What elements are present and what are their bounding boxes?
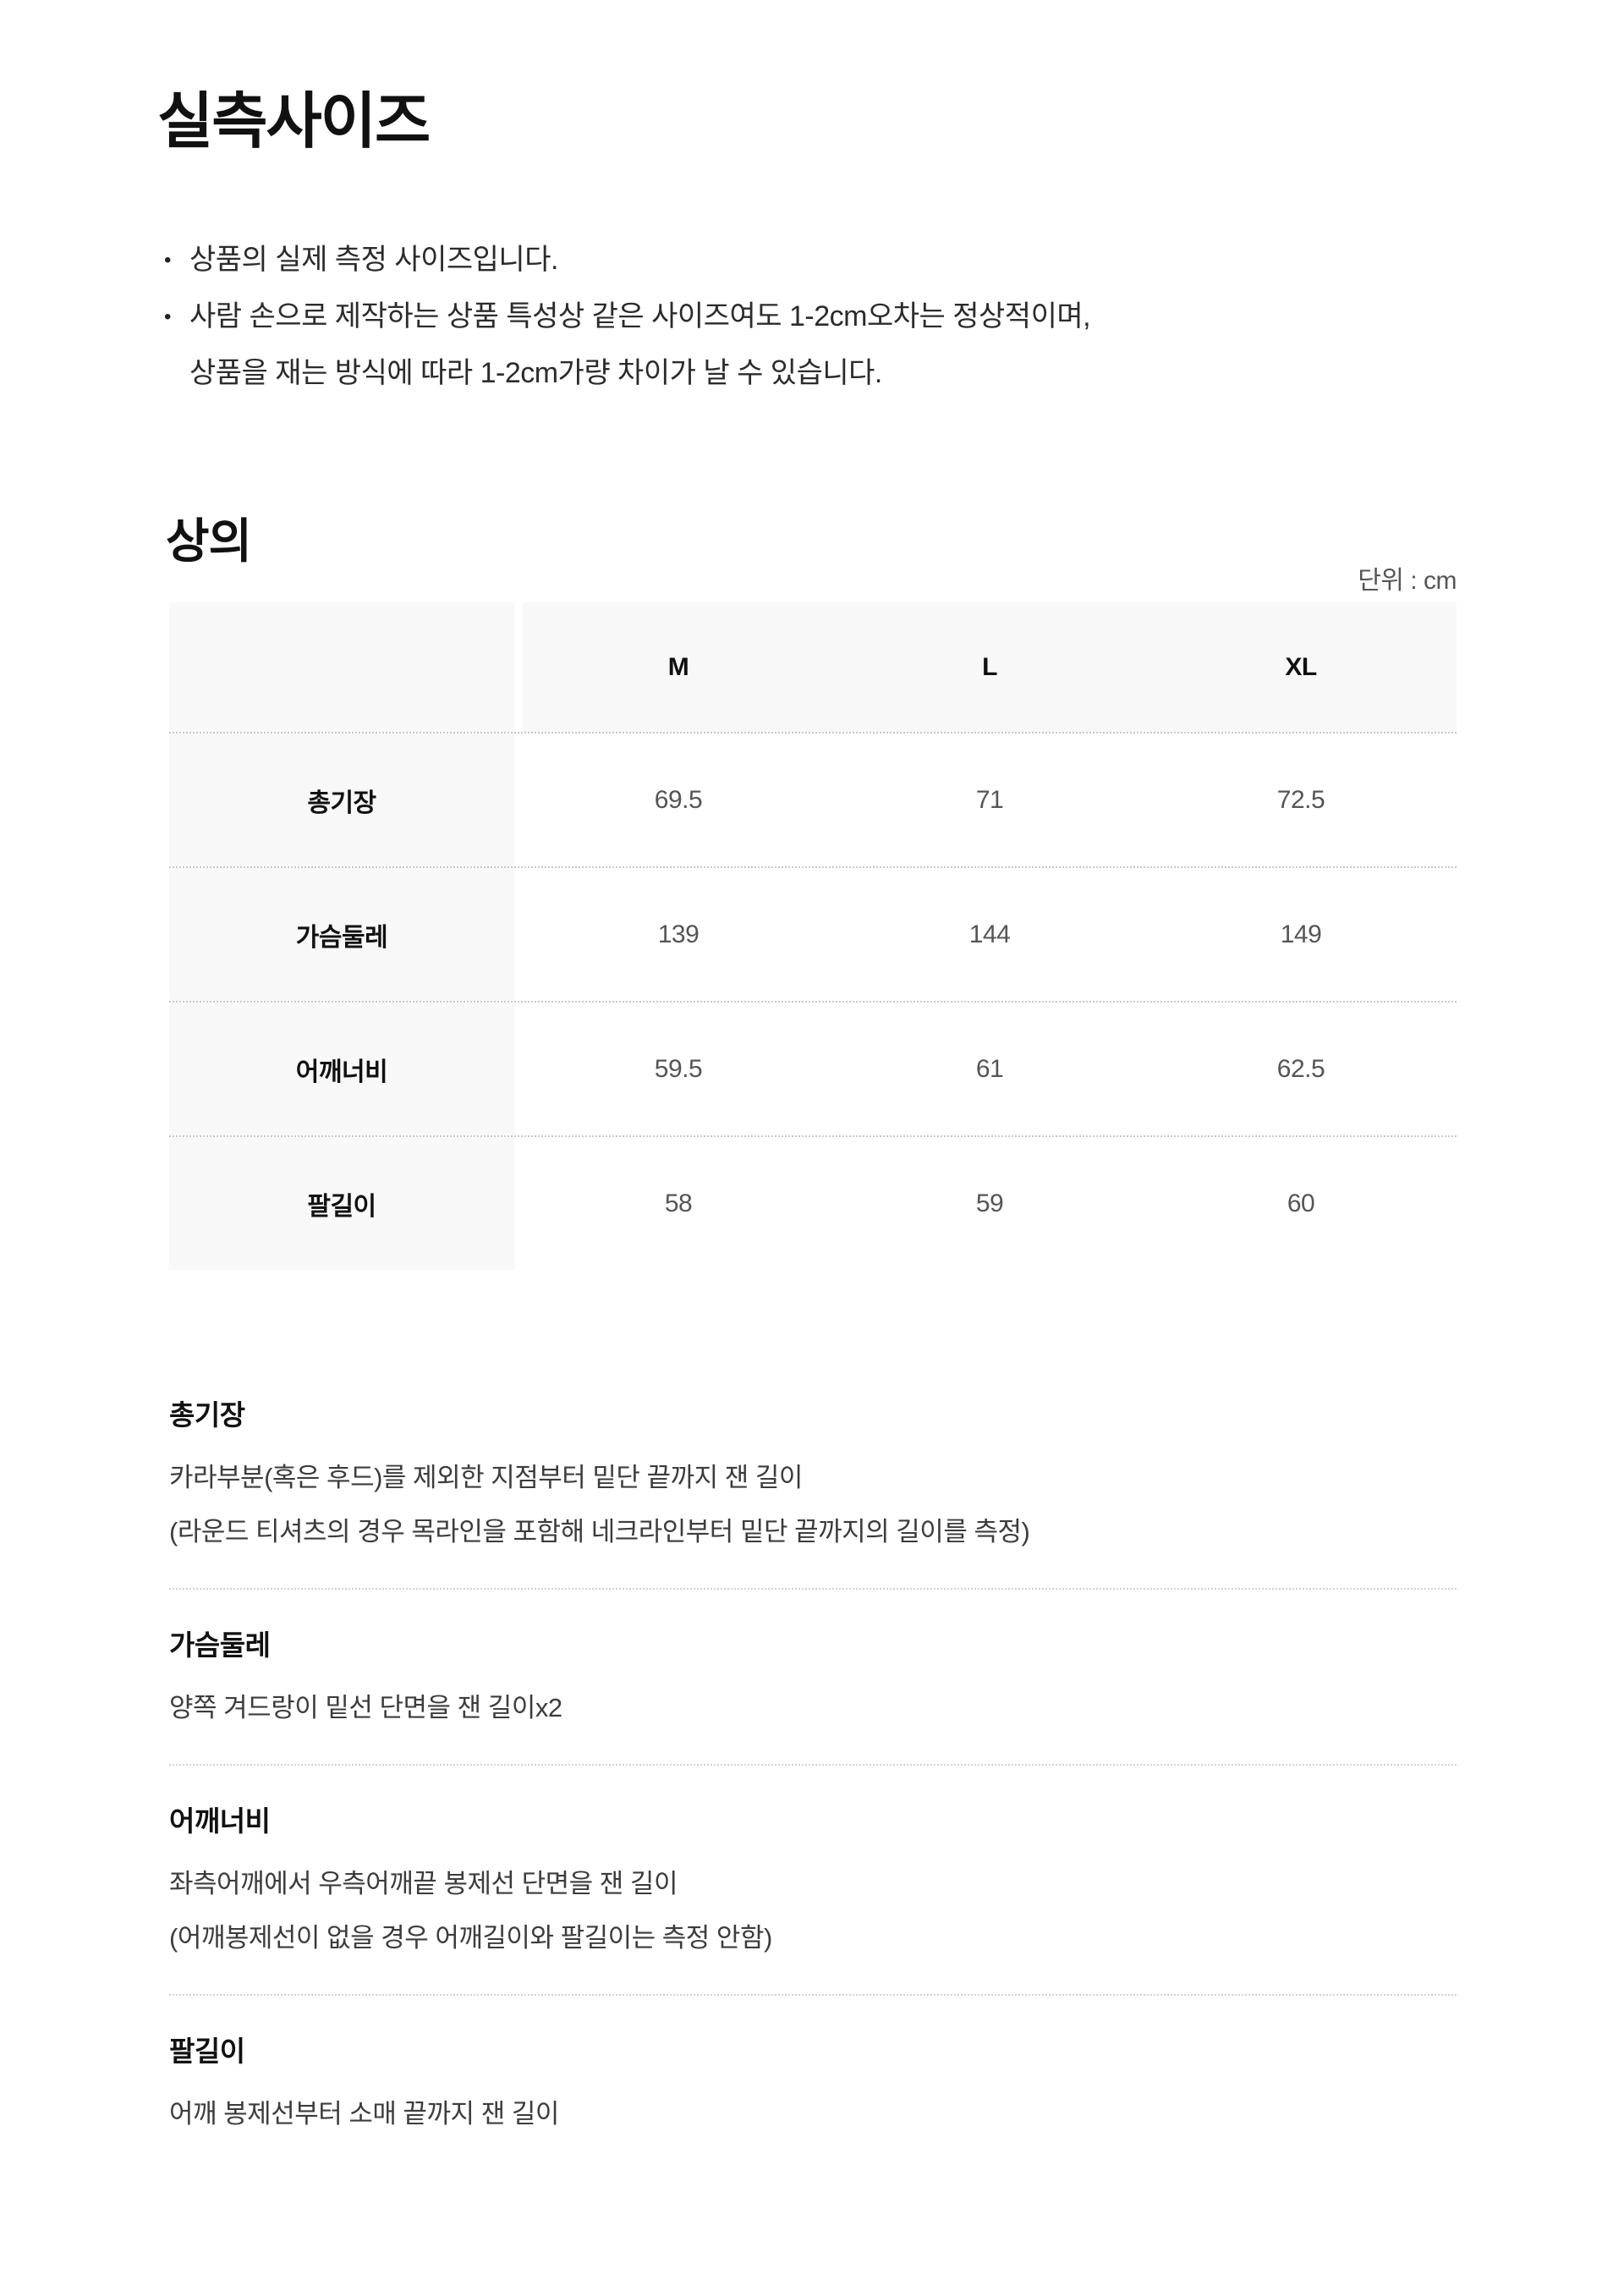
- notice-item: • 상품의 실제 측정 사이즈입니다.: [161, 232, 1624, 288]
- unit-label: 단위 : cm: [1358, 567, 1457, 595]
- definition-term: 팔길이: [169, 2036, 245, 2067]
- notice-item: • 사람 손으로 제작하는 상품 특성상 같은 사이즈여도 1-2cm오차는 정…: [161, 288, 1624, 402]
- measurement-definitions: 총기장 카라부분(혹은 후드)를 제외한 지점부터 밑단 끝까지 잰 길이 (라…: [169, 1398, 1457, 2170]
- notice-text: 상품의 실제 측정 사이즈입니다.: [189, 244, 558, 276]
- size-value: 59: [834, 1137, 1145, 1270]
- size-value: 139: [523, 868, 834, 1001]
- column-header-xl: XL: [1145, 602, 1457, 732]
- table-row: 가슴둘레 139 144 149: [169, 866, 1457, 1001]
- size-value: 60: [1145, 1137, 1457, 1270]
- size-value: 59.5: [523, 1003, 834, 1135]
- size-value: 144: [834, 868, 1145, 1001]
- size-value: 72.5: [1145, 733, 1457, 866]
- column-gap: [514, 868, 523, 1001]
- row-label: 팔길이: [169, 1137, 514, 1270]
- notice-text: 상품을 재는 방식에 따라 1-2cm가량 차이가 날 수 있습니다.: [189, 357, 882, 389]
- definition-section: 가슴둘레 양쪽 겨드랑이 밑선 단면을 잰 길이x2: [169, 1588, 1457, 1764]
- size-info-page: 실측사이즈 • 상품의 실제 측정 사이즈입니다. • 사람 손으로 제작하는 …: [0, 91, 1624, 2170]
- definition-section: 팔길이 어깨 봉제선부터 소매 끝까지 잰 길이: [169, 1994, 1457, 2170]
- definition-section: 총기장 카라부분(혹은 후드)를 제외한 지점부터 밑단 끝까지 잰 길이 (라…: [169, 1398, 1457, 1588]
- definition-text: 좌측어깨에서 우측어깨끝 봉제선 단면을 잰 길이: [169, 1869, 678, 1898]
- column-header-m: M: [523, 602, 834, 732]
- corner-cell: [169, 602, 514, 732]
- definition-text: 양쪽 겨드랑이 밑선 단면을 잰 길이x2: [169, 1693, 562, 1722]
- size-value: 58: [523, 1137, 834, 1270]
- row-label: 어깨너비: [169, 1003, 514, 1135]
- size-value: 71: [834, 733, 1145, 866]
- definition-text: 카라부분(혹은 후드)를 제외한 지점부터 밑단 끝까지 잰 길이: [169, 1463, 803, 1492]
- bullet-icon: •: [164, 249, 171, 272]
- size-value: 62.5: [1145, 1003, 1457, 1135]
- definition-text: (어깨봉제선이 없을 경우 어깨길이와 팔길이는 측정 안함): [169, 1923, 772, 1953]
- definition-section: 어깨너비 좌측어깨에서 우측어깨끝 봉제선 단면을 잰 길이 (어깨봉제선이 없…: [169, 1764, 1457, 1994]
- row-label: 총기장: [169, 733, 514, 866]
- bullet-icon: •: [164, 305, 171, 328]
- size-value: 149: [1145, 868, 1457, 1001]
- table-row: 총기장 69.5 71 72.5: [169, 732, 1457, 866]
- garment-section-title: 상의: [166, 514, 252, 568]
- definition-term: 가슴둘레: [169, 1629, 271, 1661]
- page-title: 실측사이즈: [157, 88, 431, 156]
- definition-term: 총기장: [169, 1399, 245, 1431]
- size-value: 69.5: [523, 733, 834, 866]
- definition-text: (라운드 티셔츠의 경우 목라인을 포함해 네크라인부터 밑단 끝까지의 길이를…: [169, 1517, 1030, 1547]
- definition-text: 어깨 봉제선부터 소매 끝까지 잰 길이: [169, 2099, 559, 2129]
- row-label: 가슴둘레: [169, 868, 514, 1001]
- column-gap: [514, 733, 523, 866]
- column-gap: [514, 602, 523, 732]
- column-gap: [514, 1003, 523, 1135]
- definition-term: 어깨너비: [169, 1805, 271, 1837]
- notice-text: 사람 손으로 제작하는 상품 특성상 같은 사이즈여도 1-2cm오차는 정상적…: [189, 300, 1091, 332]
- size-value: 61: [834, 1003, 1145, 1135]
- column-header-l: L: [834, 602, 1145, 732]
- table-row: 어깨너비 59.5 61 62.5: [169, 1001, 1457, 1135]
- table-header-row: M L XL: [169, 602, 1457, 732]
- column-gap: [514, 1137, 523, 1270]
- notice-list: • 상품의 실제 측정 사이즈입니다. • 사람 손으로 제작하는 상품 특성상…: [161, 232, 1624, 402]
- table-row: 팔길이 58 59 60: [169, 1135, 1457, 1270]
- size-table: M L XL 총기장 69.5 71 72.5 가슴둘레 139 144 149…: [169, 602, 1457, 1270]
